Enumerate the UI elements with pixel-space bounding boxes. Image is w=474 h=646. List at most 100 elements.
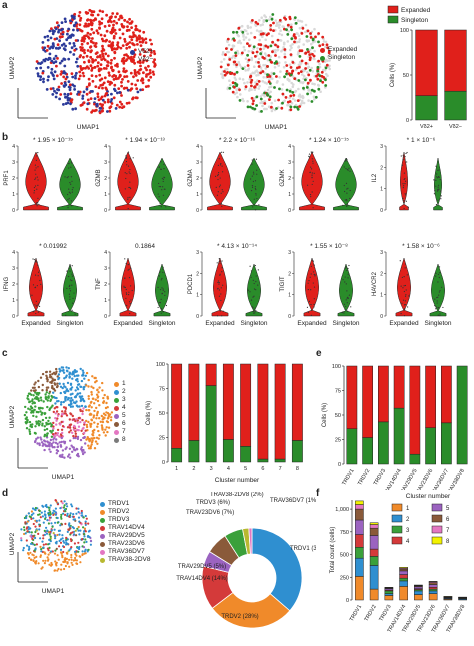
- umap-a1-point: [99, 63, 103, 66]
- umap-a1-point: [60, 21, 64, 24]
- umap-a2-bg-point: [261, 93, 265, 96]
- umap-a1-point: [120, 94, 123, 97]
- umap-a2-point: [324, 66, 328, 70]
- e_stack-ylabel: Cells (%): [322, 403, 328, 427]
- umap-a2-point: [304, 61, 308, 65]
- umap-a1-point: [82, 55, 85, 59]
- umap-c-point: [93, 436, 96, 440]
- f_stack-bar-2: [355, 557, 364, 577]
- violin-singleton: [241, 157, 267, 211]
- umap-a1-point: [123, 40, 127, 43]
- f_stack-bar-2: [428, 590, 438, 594]
- umap-a1-point: [89, 45, 93, 48]
- violin-point: [439, 290, 441, 292]
- umap-a2-bg-point: [277, 64, 280, 67]
- umap-c-point: [60, 401, 63, 404]
- f_stack-bar-1: [355, 576, 364, 601]
- umap-d-point: [70, 556, 73, 559]
- umap-a1-point: [96, 61, 100, 65]
- violin-point: [158, 305, 160, 307]
- violin-point: [438, 291, 441, 293]
- umap-d-point: [78, 533, 81, 536]
- umap-d-point: [44, 514, 47, 517]
- umap-a2-point: [235, 63, 238, 67]
- umap-c-point: [57, 373, 61, 376]
- umap-a2-bg-point: [246, 32, 249, 36]
- violin-point: [219, 273, 221, 275]
- umap-d-point: [55, 542, 58, 545]
- violin-expanded: [303, 257, 321, 317]
- umap-c-point: [50, 394, 53, 398]
- violin-point: [33, 311, 35, 313]
- umap-d-point: [64, 564, 67, 568]
- umap-a1-point: [71, 107, 75, 111]
- umap-a1-point: [147, 64, 150, 68]
- umap-a2-point: [313, 89, 316, 93]
- violin-point: [222, 191, 224, 193]
- umap-c-point: [45, 434, 49, 437]
- umap-a1-point: [65, 95, 69, 99]
- violin-point: [437, 314, 439, 316]
- umap-a1-point: [75, 24, 78, 28]
- violin-point: [69, 181, 71, 184]
- legend-label-cluster-6: 6: [122, 420, 126, 427]
- umap-c-point: [70, 396, 73, 400]
- umap-a2-point: [233, 60, 237, 64]
- violin-pvalue: * 1 × 10⁻⁶: [407, 137, 436, 144]
- umap-a2-point: [296, 99, 300, 102]
- umap-d-point: [46, 519, 49, 522]
- umap-a1-point: [126, 20, 129, 24]
- umap-d-point: [24, 522, 27, 525]
- umap-a1-point: [102, 67, 106, 70]
- umap-d-point: [25, 539, 28, 542]
- umap-a2-point: [264, 44, 268, 48]
- umap-c-point: [87, 409, 91, 412]
- umap-a2-bg-point: [281, 83, 285, 86]
- f_stack-ytick-label: 750: [340, 530, 349, 536]
- umap-d-point: [77, 550, 80, 553]
- umap-c-point: [33, 383, 36, 386]
- umap-d-point: [60, 568, 63, 571]
- e_stack-bar-expanded: [441, 365, 452, 424]
- donut-slice-label: TRDV2 (28%): [221, 614, 258, 620]
- umap-c-point: [93, 447, 97, 450]
- umap-a2-point: [314, 35, 317, 39]
- umap-a2-bg-point: [276, 80, 279, 83]
- umap-c-point: [105, 420, 109, 423]
- umap-d-point: [66, 562, 69, 565]
- umap-c-point: [37, 406, 41, 410]
- umap-c-point: [47, 395, 50, 398]
- umap-d-point: [46, 559, 50, 562]
- umap-a2-bg-point: [291, 85, 295, 89]
- umap-c-point: [39, 420, 42, 423]
- violin-ytick-label: 4: [104, 250, 107, 256]
- umap-d-point: [20, 539, 23, 542]
- umap-a1-point: [87, 24, 90, 28]
- violin-point: [35, 261, 37, 263]
- umap-d-point: [30, 510, 33, 513]
- umap-a1-point: [100, 58, 104, 61]
- umap-a2-point: [283, 48, 287, 51]
- umap-a1-point: [110, 46, 113, 49]
- umap-a1-point: [70, 14, 74, 18]
- umap-a2-point: [266, 45, 270, 49]
- umap-a2-bg-point: [280, 88, 284, 91]
- legend-label-cluster-3: 3: [122, 396, 126, 403]
- umap-a1-point: [91, 37, 94, 40]
- umap-d-point: [49, 511, 52, 514]
- violin-point: [129, 188, 132, 190]
- umap-c-point: [39, 436, 42, 439]
- umap-c-point: [74, 435, 78, 438]
- violin-point: [163, 176, 165, 178]
- umap-a2-point: [226, 37, 230, 41]
- umap-d-point: [84, 523, 87, 526]
- umap-a1-point: [118, 28, 122, 31]
- umap-a1-point: [46, 66, 50, 69]
- umap-a1-point: [130, 38, 134, 42]
- umap-c-point: [35, 422, 38, 425]
- violin-point: [164, 294, 166, 297]
- violin-point: [312, 162, 314, 164]
- violin-point: [35, 300, 37, 302]
- violin-point: [130, 199, 132, 201]
- violin-point: [404, 309, 406, 311]
